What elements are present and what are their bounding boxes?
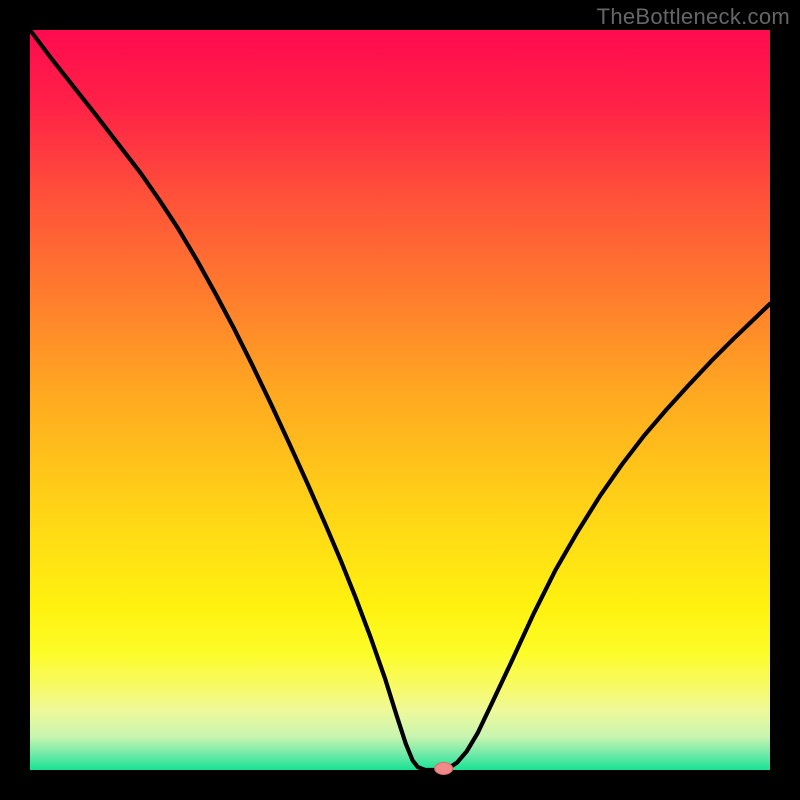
optimum-marker bbox=[435, 763, 453, 775]
plot-area bbox=[30, 30, 770, 770]
watermark-label: TheBottleneck.com bbox=[597, 4, 790, 30]
chart-container: TheBottleneck.com bbox=[0, 0, 800, 800]
bottleneck-chart-svg bbox=[0, 0, 800, 800]
